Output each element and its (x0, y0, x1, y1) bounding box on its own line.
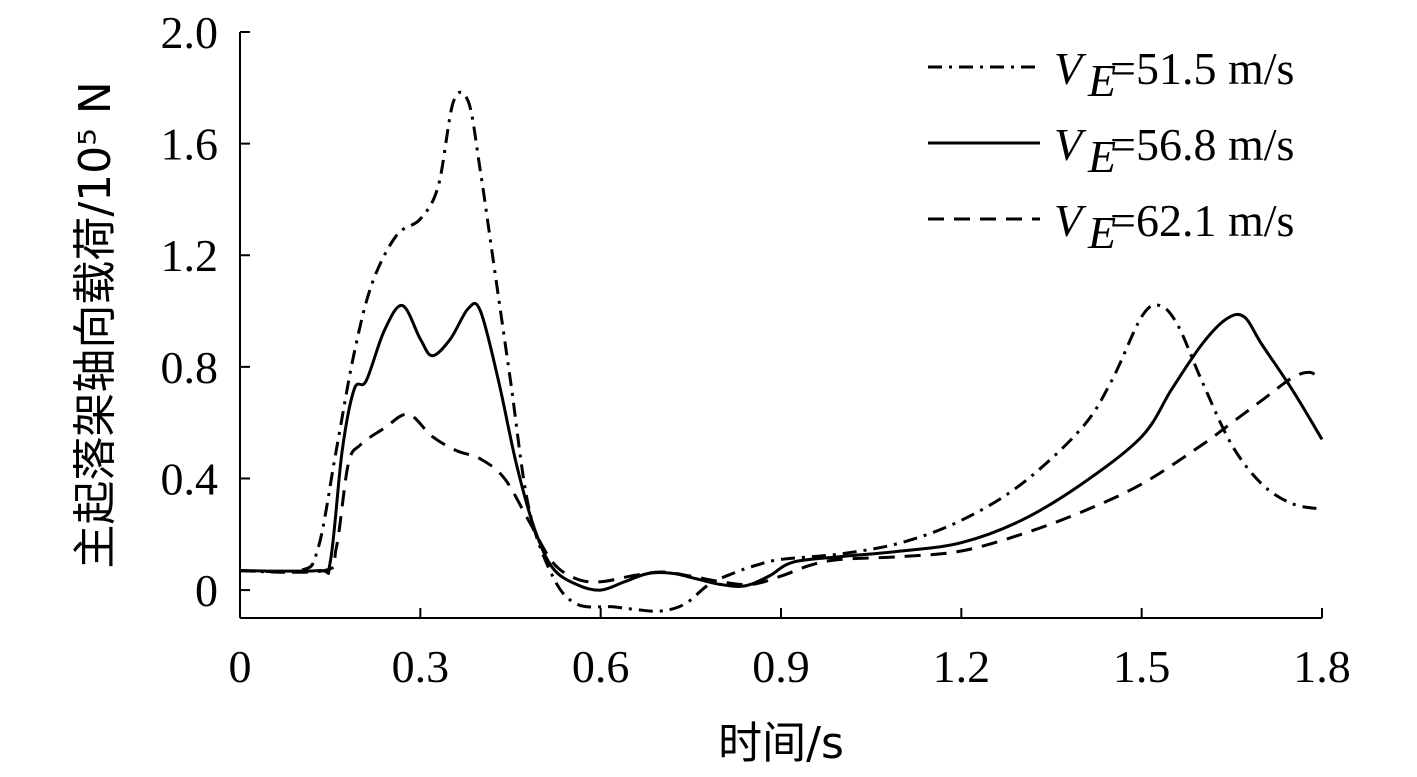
x-tick-label: 0.9 (752, 641, 810, 692)
y-tick-label: 2.0 (161, 7, 219, 58)
legend-symbol: V (1054, 195, 1087, 246)
legend-symbol: V (1054, 43, 1087, 94)
legend-label: =51.5 m/s (1110, 43, 1294, 94)
y-ticks: 0 0.4 0.8 1.2 1.6 2.0 (161, 7, 250, 616)
x-tick-label: 0.6 (572, 641, 630, 692)
legend-subscript: E (1087, 55, 1116, 106)
y-tick-label: 1.6 (161, 119, 219, 170)
series-layer (239, 90, 1324, 613)
y-axis-title: 主起落架轴向载荷/10⁵ N (70, 81, 121, 568)
legend-symbol: V (1054, 119, 1087, 170)
y-tick-label: 1.2 (161, 230, 219, 281)
x-tick-label: 0 (229, 641, 252, 692)
y-tick-label: 0.8 (161, 342, 219, 393)
legend-label: =56.8 m/s (1110, 119, 1294, 170)
x-tick-label: 1.2 (933, 641, 991, 692)
x-tick-label: 1.8 (1293, 641, 1351, 692)
legend-subscript: E (1087, 207, 1116, 258)
series-line-1 (239, 90, 1323, 613)
x-tick-label: 0.3 (392, 641, 450, 692)
series-line-2 (239, 301, 1324, 592)
y-tick-label: 0 (195, 565, 218, 616)
legend-subscript: E (1087, 131, 1116, 182)
legend-label: =62.1 m/s (1110, 195, 1294, 246)
series-line-3 (239, 370, 1323, 587)
legend: V E=51.5 m/sV E=56.8 m/sV E=62.1 m/s (928, 43, 1294, 258)
x-ticks: 0 0.3 0.6 0.9 1.2 1.5 1.8 (229, 608, 1351, 692)
y-tick-label: 0.4 (161, 453, 219, 504)
x-tick-label: 1.5 (1113, 641, 1171, 692)
x-axis-title: 时间/s (718, 718, 844, 769)
